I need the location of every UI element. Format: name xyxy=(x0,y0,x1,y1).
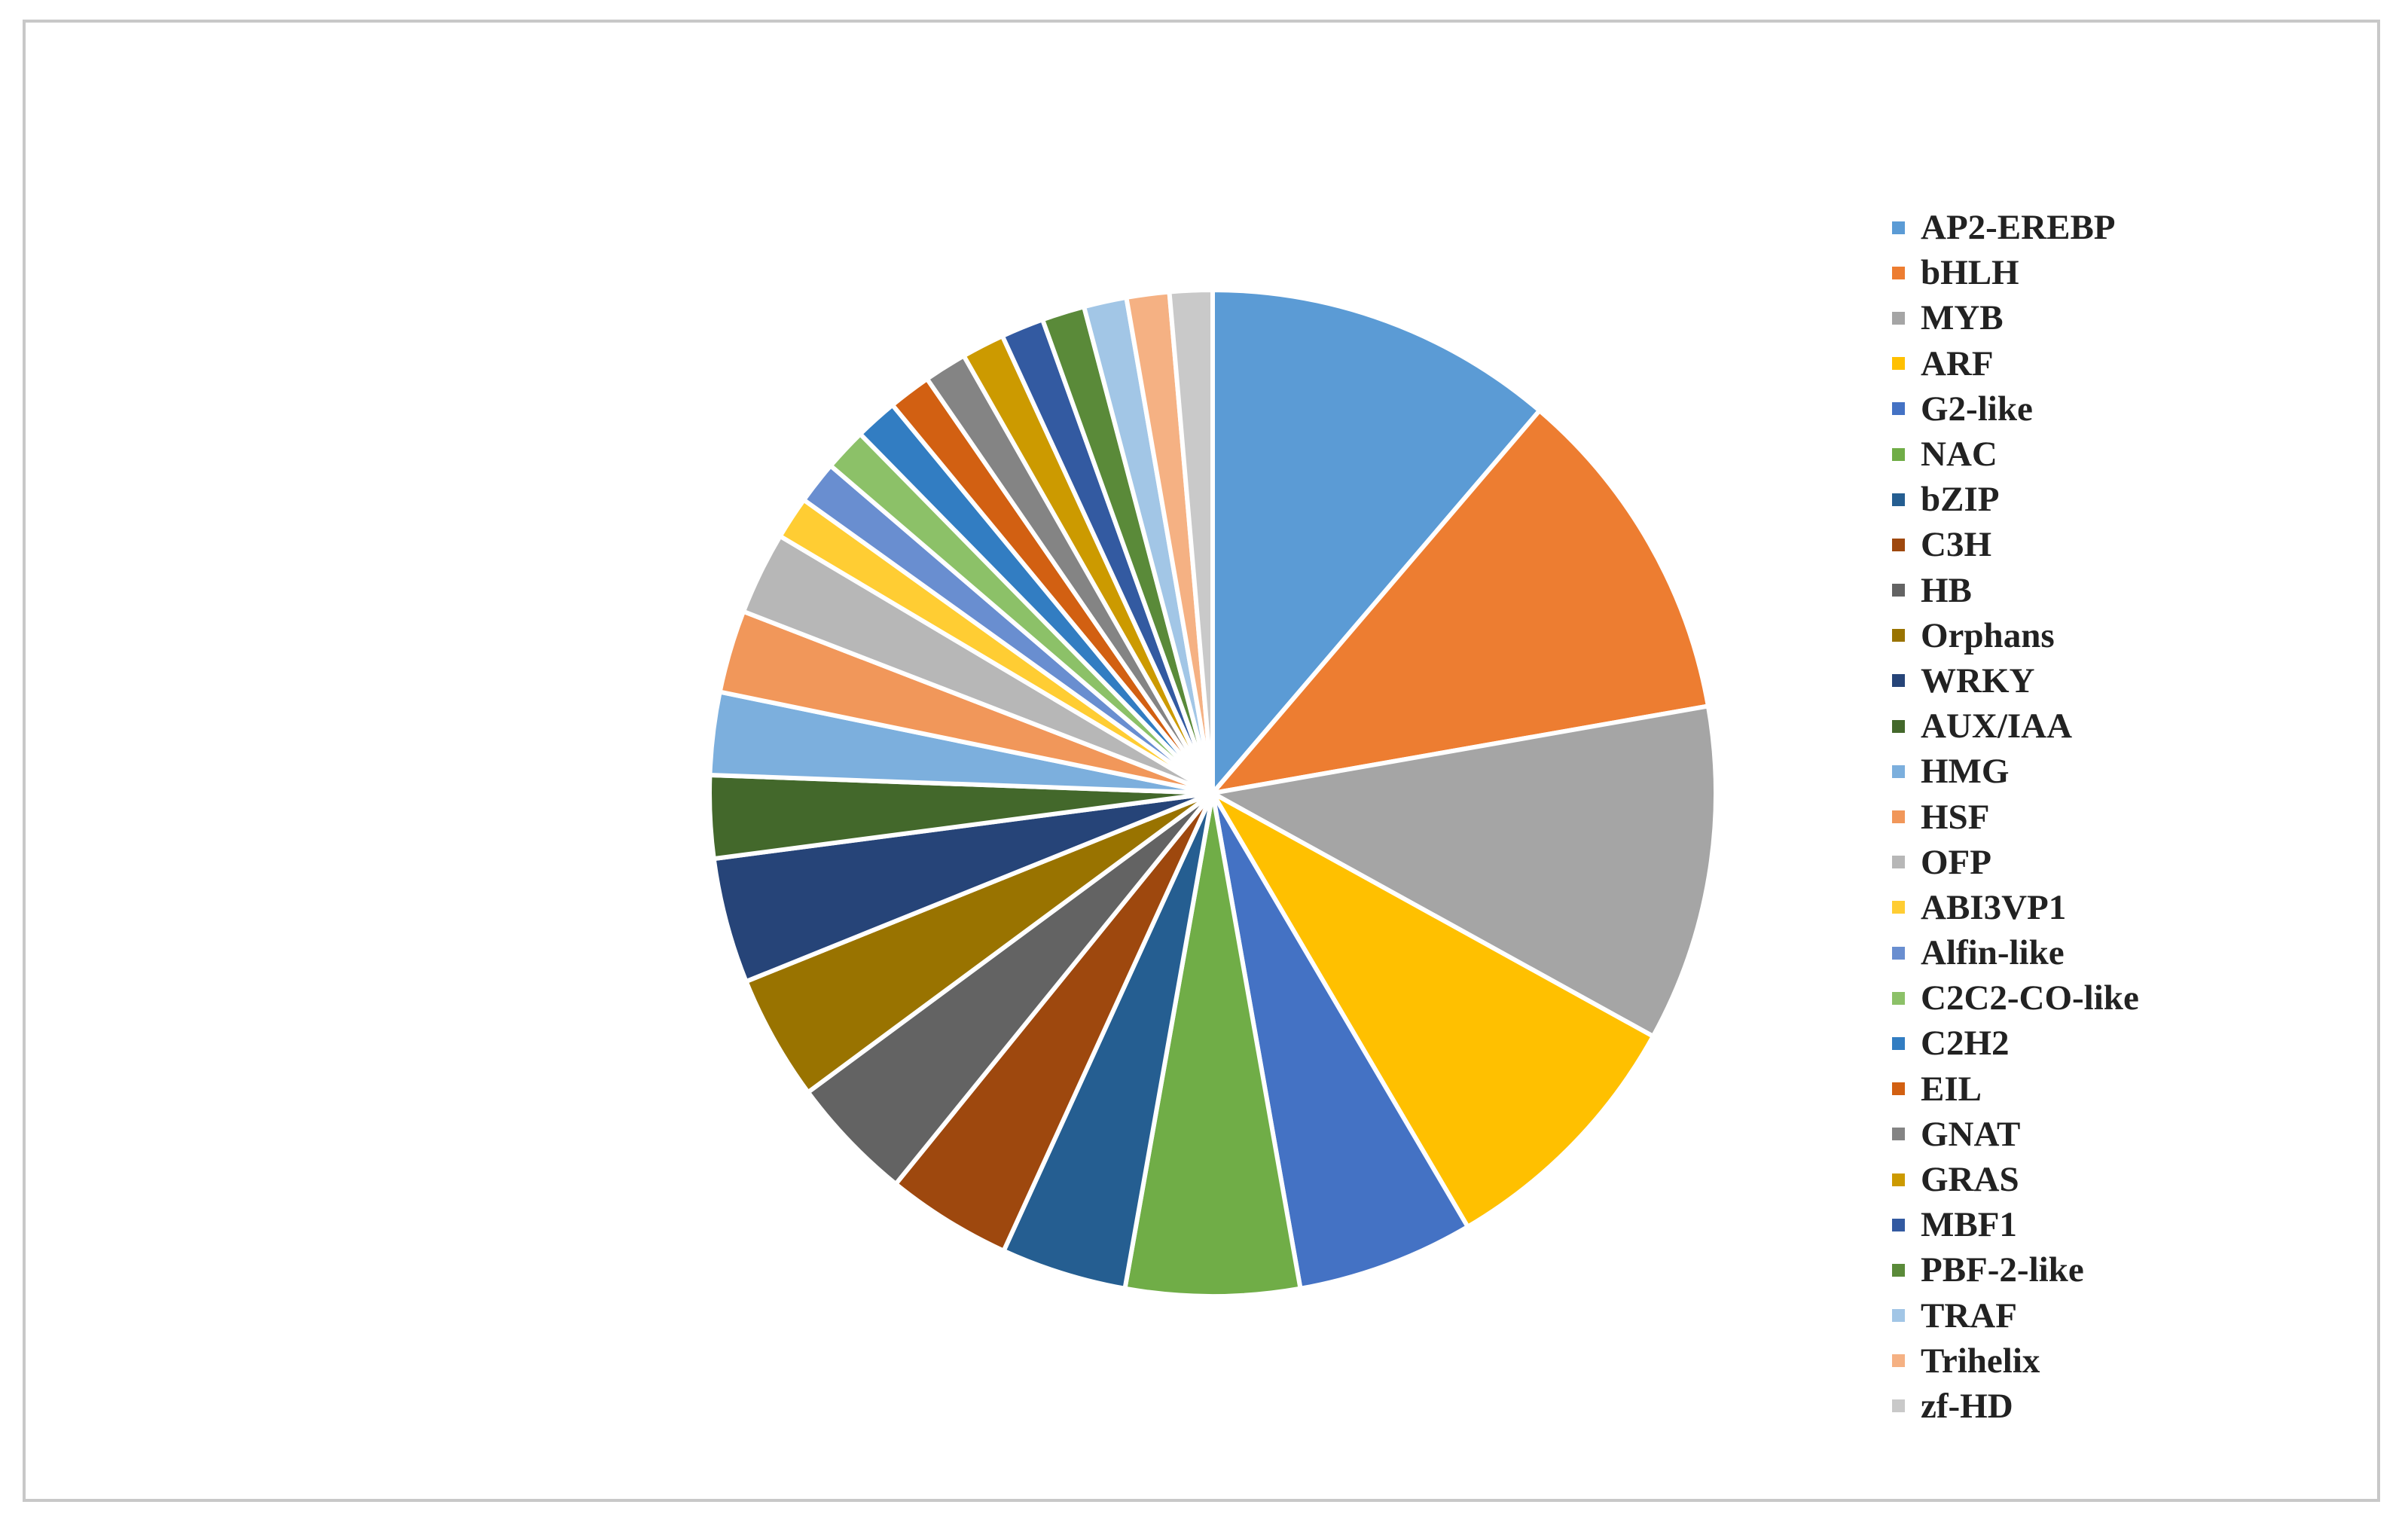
pie-slice-nac xyxy=(1122,791,1303,1299)
legend-swatch xyxy=(1892,1082,1905,1096)
legend-label: bHLH xyxy=(1921,253,2019,293)
legend-item: EIL xyxy=(1892,1067,2359,1112)
legend-swatch xyxy=(1892,674,1905,688)
legend-swatch xyxy=(1892,764,1905,778)
legend-swatch xyxy=(1892,1173,1905,1186)
legend-label: MYB xyxy=(1921,298,2004,338)
legend-label: ARF xyxy=(1921,343,1994,383)
legend: AP2-EREBP bHLH MYB ARF G2-like NAC bZIP C3H HB Or… xyxy=(1892,205,2359,1429)
legend-swatch xyxy=(1892,1309,1905,1323)
legend-item: TRAF xyxy=(1892,1293,2359,1338)
legend-swatch xyxy=(1892,1128,1905,1141)
legend-swatch xyxy=(1892,1399,1905,1413)
legend-item: Trihelix xyxy=(1892,1338,2359,1384)
legend-swatch xyxy=(1892,584,1905,597)
legend-item: C2H2 xyxy=(1892,1021,2359,1066)
legend-swatch xyxy=(1892,1036,1905,1050)
legend-item: NAC xyxy=(1892,432,2359,477)
legend-label: Alfin-like xyxy=(1921,933,2065,973)
legend-item: zf-HD xyxy=(1892,1384,2359,1429)
pie-slice-zf-hd xyxy=(1167,288,1215,795)
legend-swatch xyxy=(1892,1263,1905,1277)
legend-swatch xyxy=(1892,1354,1905,1368)
legend-item: HB xyxy=(1892,568,2359,613)
legend-label: ABI3VP1 xyxy=(1921,887,2067,927)
legend-label: PBF-2-like xyxy=(1921,1250,2084,1290)
legend-swatch xyxy=(1892,719,1905,733)
legend-label: MBF1 xyxy=(1921,1205,2017,1245)
legend-item: AP2-EREBP xyxy=(1892,205,2359,250)
legend-label: C2C2-CO-like xyxy=(1921,978,2139,1018)
legend-label: C3H xyxy=(1921,525,1991,565)
legend-swatch xyxy=(1892,946,1905,960)
legend-item: C2C2-CO-like xyxy=(1892,975,2359,1021)
pie-slice-g2-like xyxy=(1210,791,1470,1291)
legend-label: zf-HD xyxy=(1921,1386,2013,1426)
legend-swatch xyxy=(1892,991,1905,1005)
legend-label: AUX/IAA xyxy=(1921,707,2073,746)
legend-item: GRAS xyxy=(1892,1157,2359,1202)
legend-label: AP2-EREBP xyxy=(1921,208,2116,248)
legend-swatch xyxy=(1892,311,1905,325)
legend-item: WRKY xyxy=(1892,658,2359,703)
legend-item: PBF-2-like xyxy=(1892,1247,2359,1292)
legend-item: ARF xyxy=(1892,341,2359,386)
legend-item: MYB xyxy=(1892,295,2359,340)
pie-slice-bhlh xyxy=(1210,408,1711,795)
legend-label: GRAS xyxy=(1921,1160,2019,1200)
legend-item: AUX/IAA xyxy=(1892,703,2359,749)
legend-label: TRAF xyxy=(1921,1296,2017,1335)
legend-swatch xyxy=(1892,629,1905,642)
legend-item: C3H xyxy=(1892,522,2359,567)
legend-swatch xyxy=(1892,221,1905,234)
legend-swatch xyxy=(1892,402,1905,416)
legend-label: NAC xyxy=(1921,435,1998,475)
legend-label: WRKY xyxy=(1921,661,2035,700)
legend-swatch xyxy=(1892,266,1905,279)
legend-swatch xyxy=(1892,493,1905,506)
legend-swatch xyxy=(1892,810,1905,824)
pie-slice-myb xyxy=(1210,703,1718,1039)
legend-item: bZIP xyxy=(1892,477,2359,522)
legend-item: GNAT xyxy=(1892,1112,2359,1157)
legend-label: C2H2 xyxy=(1921,1024,2010,1064)
legend-item: OFP xyxy=(1892,840,2359,885)
legend-item: MBF1 xyxy=(1892,1202,2359,1247)
legend-item: Alfin-like xyxy=(1892,930,2359,975)
legend-item: G2-like xyxy=(1892,386,2359,432)
legend-label: bZIP xyxy=(1921,480,2000,520)
legend-label: HSF xyxy=(1921,797,1990,837)
legend-swatch xyxy=(1892,538,1905,551)
legend-item: ABI3VP1 xyxy=(1892,885,2359,930)
legend-label: HB xyxy=(1921,570,1972,610)
legend-swatch xyxy=(1892,447,1905,461)
legend-label: Orphans xyxy=(1921,615,2055,655)
legend-label: EIL xyxy=(1921,1069,1982,1109)
legend-item: bHLH xyxy=(1892,250,2359,295)
legend-swatch xyxy=(1892,901,1905,914)
pie-slice-arf xyxy=(1210,791,1656,1229)
legend-label: Trihelix xyxy=(1921,1341,2040,1381)
legend-item: HMG xyxy=(1892,749,2359,794)
legend-item: HSF xyxy=(1892,794,2359,839)
legend-swatch xyxy=(1892,1218,1905,1231)
legend-label: G2-like xyxy=(1921,389,2033,429)
legend-label: HMG xyxy=(1921,752,2010,792)
legend-swatch xyxy=(1892,357,1905,371)
legend-swatch xyxy=(1892,856,1905,869)
legend-item: Orphans xyxy=(1892,613,2359,658)
legend-label: GNAT xyxy=(1921,1114,2021,1154)
pie-slice-ap2-erebp xyxy=(1210,288,1542,795)
legend-label: OFP xyxy=(1921,842,1991,882)
